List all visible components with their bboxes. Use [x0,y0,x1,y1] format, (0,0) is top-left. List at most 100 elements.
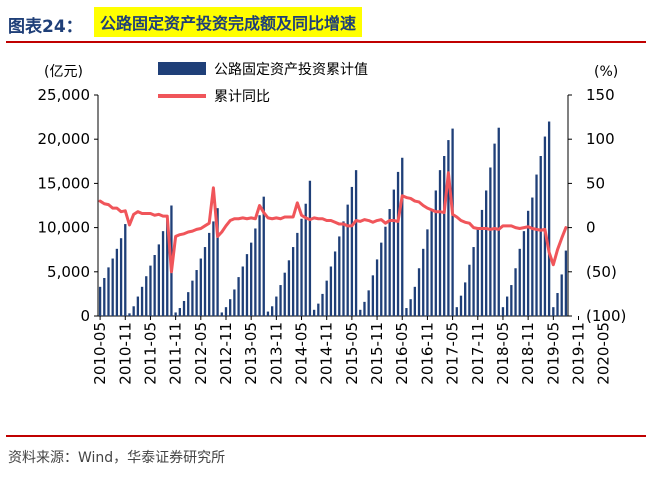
bar [485,190,488,316]
left-tick-label: 15,000 [38,174,91,192]
x-tick-label: 2017-05 [444,322,462,385]
left-tick-label: 10,000 [38,219,91,237]
bar [354,170,358,316]
bottom-rule [6,435,646,437]
bar [111,258,114,316]
bar [375,259,379,316]
yoy-growth-line [98,171,568,274]
right-tick-label: 0 [586,219,596,237]
bar [434,190,437,316]
bar [564,250,568,316]
bar [182,300,186,316]
x-tick-label: 2011-05 [141,322,159,385]
left-tick-label: 20,000 [38,130,91,148]
bar [426,229,429,316]
bar [187,292,190,316]
bar [329,266,333,316]
source-note: 资料来源：Wind，华泰证券研究所 [8,450,226,466]
bar [556,293,559,316]
bar [472,247,475,316]
legend-line-label: 累计同比 [214,89,270,105]
bar [178,308,181,316]
bar [522,231,526,316]
bar [98,286,102,316]
left-unit-label: (亿元) [44,64,83,80]
bar [128,313,131,316]
right-tick-label: 100 [586,130,615,148]
bar [254,228,257,316]
bar [451,128,454,316]
bar [430,209,433,316]
bar [124,224,127,316]
bar [308,180,312,316]
bar [258,215,261,316]
bar [468,264,471,316]
x-tick-label: 2012-11 [217,322,235,385]
bar [161,231,165,316]
bar [543,136,547,316]
line-series [98,171,568,274]
left-tick-label: 5,000 [47,263,90,281]
bar [233,289,236,316]
bar [140,286,144,316]
x-tick-label: 2014-05 [293,322,311,385]
bar [153,255,156,316]
right-tick-label: 50 [586,174,605,192]
bar [237,277,240,316]
x-tick-label: 2013-11 [267,322,285,385]
bar [359,309,362,316]
bar [241,266,244,316]
bar [531,197,534,316]
bar [401,157,404,316]
bar [132,306,135,316]
bar [367,290,370,316]
bar [229,299,232,316]
bar [262,196,265,316]
x-tick-label: 2013-05 [242,322,260,385]
bar [489,167,492,316]
bar [388,209,391,316]
bar [480,209,484,316]
x-tick-label: 2018-05 [494,322,512,385]
bar [392,189,395,316]
bar [312,309,316,316]
bar [191,280,194,316]
bar [350,186,354,316]
bar [396,171,400,316]
x-tick-label: 2019-11 [569,322,587,385]
x-tick-label: 2016-05 [393,322,411,385]
bar [342,221,345,316]
bar [174,312,177,316]
bar [325,280,328,316]
bar [250,242,253,316]
bar [506,296,509,316]
bar [119,238,123,316]
bar [526,210,530,316]
bar [510,285,513,316]
bar [103,277,106,316]
bar [413,286,416,316]
bar [371,275,375,316]
bar [539,156,542,316]
bar [216,208,219,316]
bar [157,244,160,316]
bar [145,276,148,316]
bar [422,248,425,316]
bar [455,307,458,316]
bar [304,203,307,316]
bar [552,307,555,316]
bar [115,248,119,316]
bar [497,127,500,317]
left-tick-label: 25,000 [38,86,91,104]
x-tick-label: 2010-11 [116,322,134,385]
bar [296,232,299,316]
bar-series [98,121,568,317]
figure-label: 图表24： [8,17,83,37]
bar [107,267,110,316]
bar [459,295,463,316]
figure-header: 图表24： 公路固定资产投资完成额及同比增速 [0,0,652,44]
figure-title: 公路固定资产投资完成额及同比增速 [94,7,363,37]
x-tick-label: 2010-05 [91,322,109,385]
bar [443,156,446,316]
